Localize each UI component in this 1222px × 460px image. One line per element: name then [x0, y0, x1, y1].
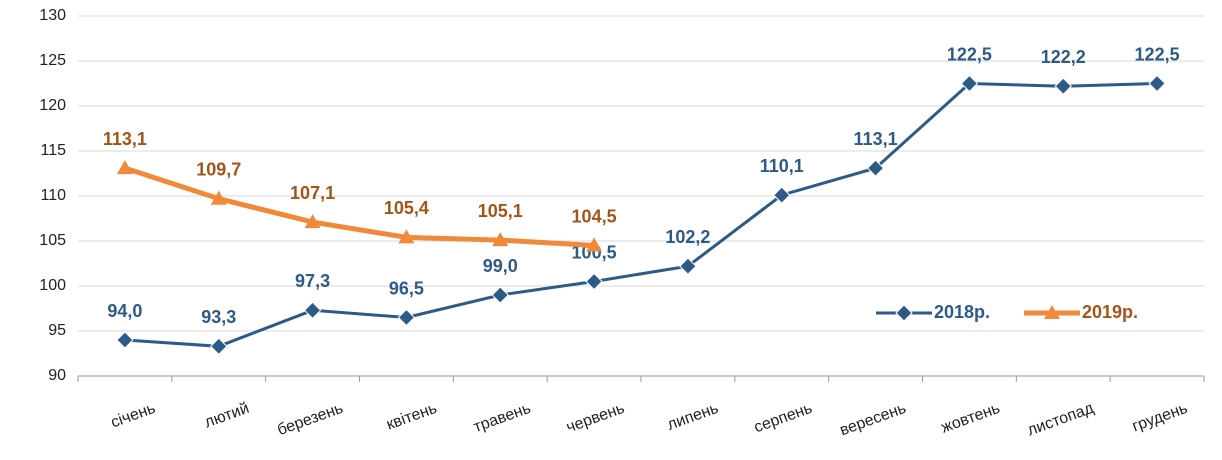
marker — [895, 304, 913, 322]
x-tick-label: грудень — [1130, 400, 1190, 436]
marker — [1148, 74, 1166, 93]
y-tick-label: 130 — [39, 7, 66, 24]
legend-label: 2018р. — [934, 302, 990, 322]
marker — [210, 337, 228, 356]
y-tick-label: 90 — [48, 367, 66, 384]
marker — [585, 272, 603, 291]
x-tick-label: вересень — [838, 400, 909, 440]
x-tick-label: лютий — [202, 400, 251, 432]
data-label: 122,2 — [1041, 47, 1086, 67]
marker — [586, 237, 603, 252]
x-tick-label: липень — [665, 400, 721, 434]
y-tick-label: 115 — [40, 142, 66, 159]
data-label: 96,5 — [389, 278, 424, 298]
x-tick-label: червень — [564, 400, 627, 437]
data-label: 122,5 — [947, 44, 992, 64]
data-label: 113,1 — [854, 129, 898, 149]
marker — [303, 301, 322, 320]
x-tick-label: квітень — [384, 400, 439, 434]
data-label: 107,1 — [290, 183, 335, 203]
y-tick-label: 110 — [40, 187, 66, 204]
line — [124, 81, 1158, 348]
marker — [492, 232, 509, 247]
marker — [1054, 77, 1072, 95]
marker — [397, 308, 416, 327]
marker — [960, 74, 979, 93]
data-label: 93,3 — [201, 307, 236, 327]
data-label: 105,1 — [478, 201, 523, 221]
y-tick-label: 120 — [39, 97, 66, 114]
data-label: 104,5 — [572, 206, 617, 226]
x-tick-label: жовтень — [939, 400, 1002, 437]
x-tick-label: травень — [471, 400, 533, 436]
marker — [491, 286, 509, 304]
marker — [1044, 305, 1060, 319]
marker — [398, 229, 415, 244]
marker — [210, 190, 227, 205]
line — [124, 165, 595, 248]
legend-label: 2019р. — [1082, 302, 1138, 322]
data-label: 105,4 — [384, 198, 429, 218]
marker — [116, 331, 134, 349]
data-label: 94,0 — [107, 301, 142, 321]
marker — [773, 186, 791, 204]
data-label: 97,3 — [295, 271, 330, 291]
x-tick-label: листопад — [1025, 400, 1096, 440]
data-label: 113,1 — [103, 129, 147, 149]
x-tick-label: березень — [275, 400, 345, 439]
marker — [679, 257, 697, 275]
marker — [866, 159, 885, 177]
y-tick-label: 100 — [39, 277, 66, 294]
y-tick-label: 95 — [48, 322, 66, 339]
x-tick-label: січень — [109, 400, 158, 432]
data-label: 110,1 — [760, 156, 804, 176]
data-label: 122,5 — [1135, 44, 1180, 64]
marker — [304, 214, 321, 229]
x-tick-label: серпень — [752, 400, 815, 437]
y-tick-label: 105 — [39, 232, 66, 249]
data-label: 102,2 — [665, 227, 710, 247]
data-label: 99,0 — [483, 256, 518, 276]
data-label: 109,7 — [196, 159, 241, 179]
y-tick-label: 125 — [39, 52, 66, 69]
marker — [116, 160, 133, 175]
